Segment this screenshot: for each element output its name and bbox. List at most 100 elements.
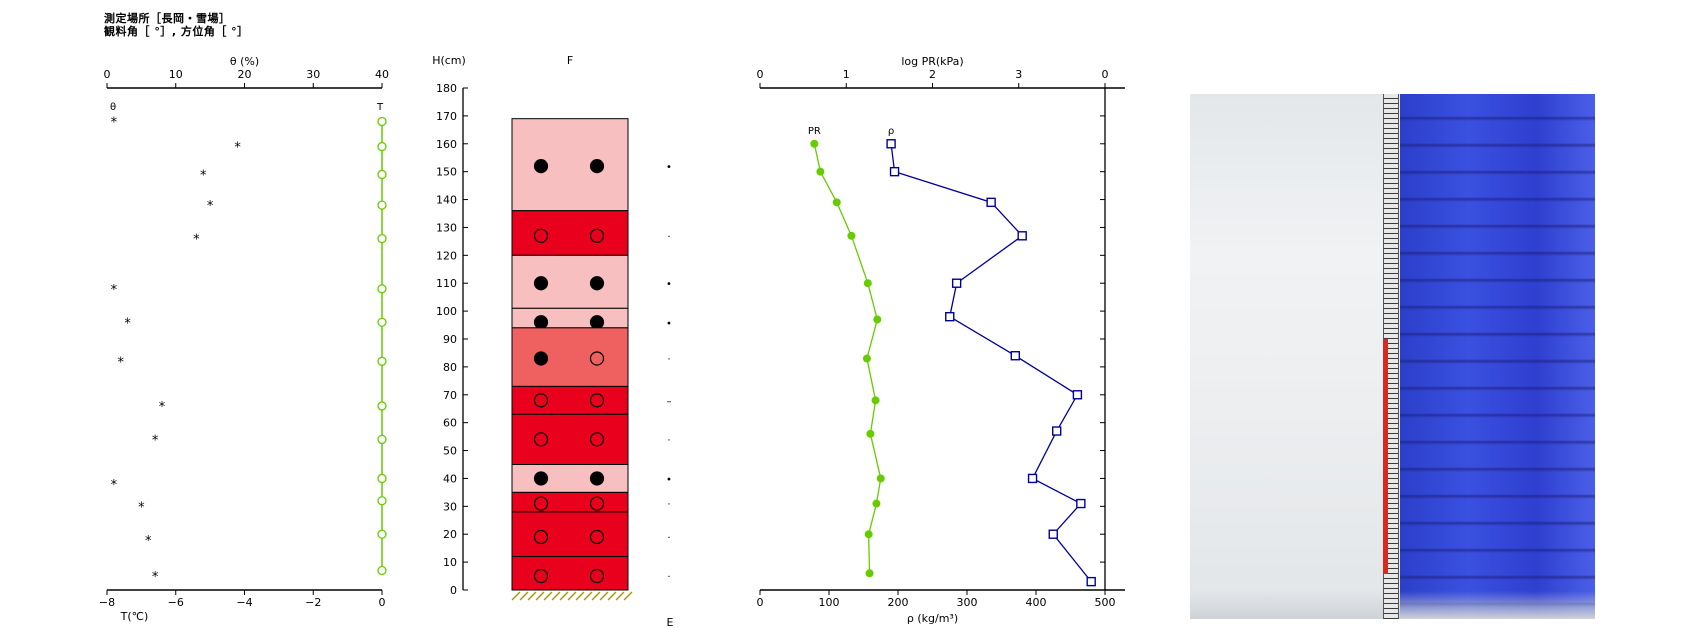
- theta-point: *: [159, 400, 166, 415]
- theta-point: *: [111, 115, 118, 130]
- pr-point: [876, 474, 885, 483]
- ground-hatch: [607, 591, 617, 601]
- temperature-point: [377, 496, 387, 506]
- density-point: [1048, 529, 1058, 539]
- height-tick-label: 110: [436, 277, 457, 290]
- grain-symbol-open: [533, 393, 549, 408]
- pr-axis-label: log PR(kPa): [901, 55, 963, 68]
- snow-layer: [511, 464, 629, 493]
- height-tick-label: 130: [436, 221, 457, 234]
- layer-hardness-mark: •: [666, 474, 672, 485]
- ground-hatch: [511, 591, 521, 601]
- theta-point: *: [234, 141, 241, 156]
- height-tick-label: 140: [436, 194, 457, 207]
- theta-tick-label: 0: [104, 68, 111, 81]
- pr-tick-label: 0: [1102, 68, 1109, 81]
- pr-point: [872, 499, 881, 508]
- density-point: [951, 278, 962, 288]
- temperature-point: [377, 473, 387, 484]
- height-tick-label: 10: [443, 556, 457, 569]
- ground-hatch: [551, 591, 561, 601]
- layer-hardness-mark: •: [666, 162, 672, 173]
- grain-symbol-filled: [589, 315, 605, 330]
- density-point: [889, 166, 900, 177]
- layer-hardness-mark: ·: [667, 232, 670, 243]
- layer-hardness-mark: ·: [667, 572, 670, 583]
- theta-point: *: [118, 355, 125, 370]
- pr-point: [863, 279, 872, 288]
- ground-hatch: [567, 591, 577, 601]
- grain-symbol-filled: [533, 276, 549, 291]
- snow-layer: [511, 118, 629, 212]
- temperature-point: [377, 116, 387, 127]
- pr-point: [847, 231, 856, 240]
- grain-symbol-filled: [589, 276, 605, 291]
- ground-hatch: [559, 591, 569, 601]
- grain-symbol-open: [533, 432, 549, 447]
- density-point: [1017, 231, 1027, 241]
- pr-point: [816, 167, 825, 176]
- height-tick-label: 160: [436, 138, 457, 151]
- grain-symbol-filled: [533, 158, 549, 174]
- density-point: [1086, 576, 1096, 587]
- temperature-point: [377, 317, 387, 327]
- density-point: [945, 311, 955, 322]
- grain-symbol-open: [533, 568, 549, 584]
- pr-tick-label: 0: [757, 68, 764, 81]
- height-tick-label: 30: [443, 500, 457, 513]
- pr-point: [865, 569, 874, 578]
- pr-point: [810, 139, 819, 148]
- pr-tick-label: 1: [843, 68, 850, 81]
- density-point: [1076, 498, 1086, 509]
- theta-tick-label: 30: [306, 68, 320, 81]
- temperature-point: [377, 401, 387, 411]
- temperature-point: [377, 200, 387, 210]
- dyed-snow-wall: [1400, 94, 1595, 619]
- snow-layer: [511, 210, 629, 256]
- theta-point: *: [145, 534, 152, 549]
- theta-point: *: [124, 316, 131, 331]
- height-tick-label: 150: [436, 166, 457, 179]
- grain-symbol-filled: [533, 315, 549, 330]
- temperature-axis-label: T(℃): [120, 610, 149, 623]
- snow-layer: [511, 327, 629, 387]
- grain-symbol-open: [533, 529, 549, 545]
- height-tick-label: 80: [443, 361, 457, 374]
- theta-series-label: θ: [110, 102, 116, 113]
- density-line: [890, 143, 1092, 583]
- layer-bottom-label: E: [667, 616, 674, 628]
- pr-point: [862, 354, 871, 363]
- height-tick-label: 90: [443, 333, 457, 346]
- ground-hatch: [575, 591, 585, 601]
- density-tick-label: 200: [888, 596, 909, 609]
- pr-point: [864, 530, 873, 539]
- temperature-series-label: T: [376, 102, 384, 113]
- density-tick-label: 100: [819, 596, 840, 609]
- height-tick-label: 170: [436, 110, 457, 123]
- temperature-tick-label: −2: [305, 596, 321, 609]
- temperature-point: [377, 141, 387, 152]
- grain-symbol-filled: [533, 471, 549, 486]
- temperature-point: [377, 284, 387, 294]
- density-tick-label: 500: [1095, 596, 1116, 609]
- height-tick-label: 120: [436, 249, 457, 262]
- ground-hatch: [583, 591, 593, 601]
- layer-hardness-mark: •: [666, 318, 672, 329]
- theta-point: *: [111, 283, 118, 298]
- snow-layer: [511, 254, 629, 309]
- grain-symbol-open: [589, 432, 605, 447]
- layer-hardness-mark: –: [667, 396, 672, 407]
- ground-hatch: [623, 591, 633, 601]
- theta-point: *: [193, 233, 200, 248]
- ground-hatch: [615, 591, 625, 601]
- temperature-point: [377, 529, 387, 539]
- density-point: [886, 139, 896, 149]
- density-tick-label: 400: [1026, 596, 1047, 609]
- header-angles: 観料角［ °］, 方位角［ °］: [104, 25, 249, 38]
- height-tick-label: 60: [443, 417, 457, 430]
- measuring-scale-red-marks: [1383, 339, 1388, 574]
- temperature-point: [377, 434, 387, 445]
- theta-point: *: [111, 478, 118, 493]
- height-axis-label: H(cm): [432, 54, 466, 67]
